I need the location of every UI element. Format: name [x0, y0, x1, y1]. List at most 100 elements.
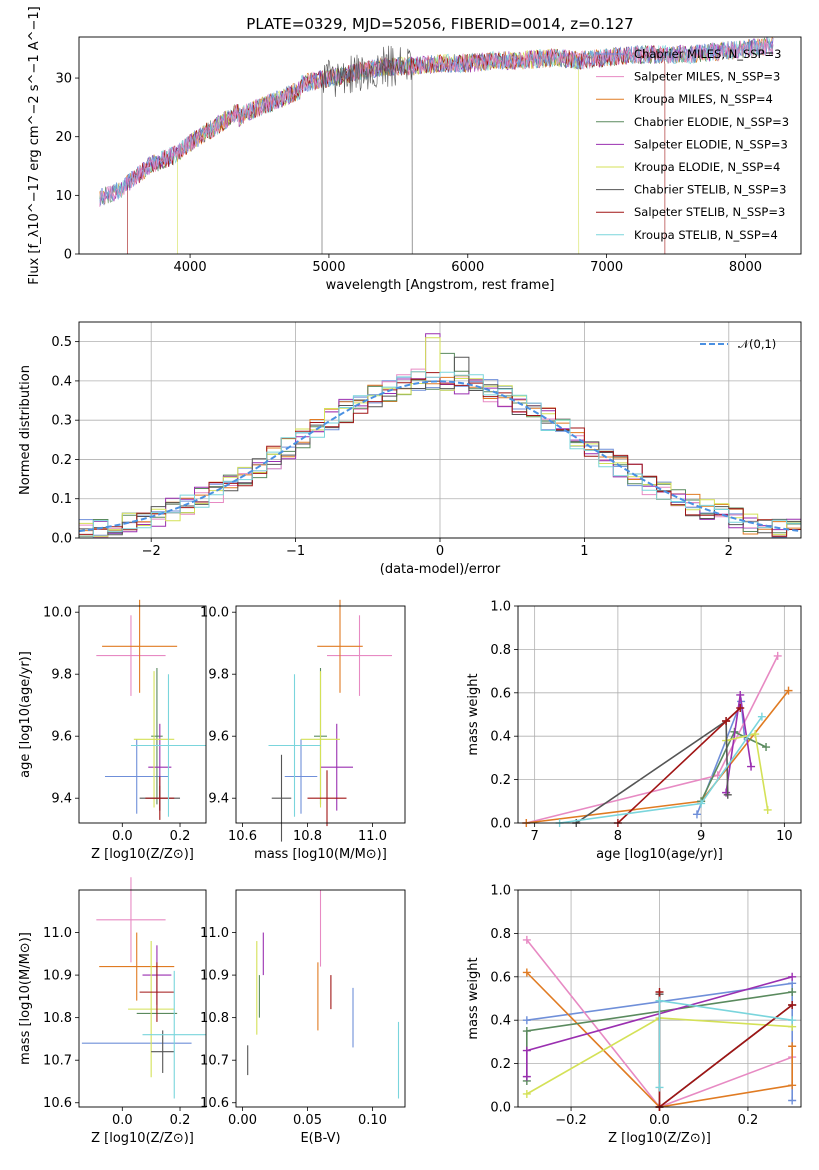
spectrum-axes: 4000 5000 6000 7000 8000 0 10 20 30 wavelength [A…	[27, 6, 762, 293]
weight-vs-Z-xlabel: Z [log10(Z/Z⊙)]	[608, 1131, 711, 1146]
mass-vs-Z-errbar-chabrier-stelib	[151, 1030, 175, 1073]
figure-title: PLATE=0329, MJD=52056, FIBERID=0014, z=0…	[246, 15, 633, 33]
age-vs-Z-xlabel: Z [log10(Z/Z⊙)]	[91, 847, 194, 862]
mass-vs-EBV-plot	[247, 890, 400, 1099]
mass-vs-Z-xtick-label: 0.0	[112, 1113, 133, 1128]
weight-vs-Z-line-salpeter-elodie-marker	[522, 1046, 531, 1055]
weight-vs-age-plot	[522, 651, 793, 827]
spectrum-ylabel: Flux [f_λ10^−17 erg cm^−2 s^−1 A^−1]	[27, 6, 42, 284]
spectrum-line-salpeter-miles	[99, 37, 774, 207]
spectrum-xtick-label: 8000	[729, 260, 762, 275]
weight-vs-Z-line-kroupa-elodie-marker	[522, 1089, 531, 1098]
residuals-xtick-label: −1	[286, 544, 305, 559]
weight-vs-Z-line-kroupa-miles-marker	[788, 1042, 797, 1051]
mass-vs-Z-ytick-label: 11.0	[43, 926, 72, 941]
weight-vs-Z-line-chabrier-miles-marker	[522, 1016, 531, 1025]
weight-vs-Z-line-kroupa-miles-marker	[788, 1081, 797, 1090]
age-vs-Z-errbar-chabrier-elodie	[151, 668, 163, 805]
weight-vs-age-xtick-label: 9	[697, 829, 705, 844]
age-vs-Z-ylabel: age [log10(age/yr)]	[18, 651, 33, 778]
residuals-ytick-label: 0.1	[51, 492, 72, 507]
residuals-plot	[79, 333, 801, 538]
mass-vs-EBV-ytick-label: 10.8	[200, 1011, 229, 1026]
weight-vs-age-ytick-label: 0.2	[490, 773, 511, 788]
weight-vs-Z-line-chabrier-elodie-marker	[522, 1027, 531, 1036]
mass-vs-EBV-xtick-label: 0.10	[358, 1113, 387, 1128]
residuals-xtick-label: 0	[436, 544, 444, 559]
weight-vs-Z-line-chabrier-miles-marker	[788, 1096, 797, 1105]
mass-vs-Z-frame	[78, 889, 207, 1108]
weight-vs-age-ylabel: mass weight	[466, 673, 481, 755]
spectrum-legend-entry: Salpeter ELODIE, N_SSP=3	[634, 137, 788, 151]
age-vs-mass-errbar-chabrier-miles	[284, 739, 318, 814]
weight-vs-Z-line-kroupa-stelib-marker	[788, 1016, 797, 1025]
weight-vs-age-line-salpeter-miles	[526, 655, 779, 824]
mass-vs-Z-ytick-label: 10.7	[43, 1054, 72, 1069]
age-vs-mass-xtick-label: 11.0	[358, 829, 387, 844]
weight-vs-Z-line-kroupa-stelib-marker	[655, 996, 664, 1005]
age-vs-mass-ytick-label: 10.0	[200, 606, 229, 621]
mass-vs-Z-xtick-label: 0.2	[170, 1113, 191, 1128]
weight-vs-Z-ytick-label: 1.0	[490, 884, 511, 899]
weight-vs-age-line-kroupa-miles-marker	[784, 686, 793, 695]
age-vs-Z-ytick-label: 9.6	[51, 730, 72, 745]
weight-vs-age-line-kroupa-stelib-marker	[757, 712, 766, 721]
spectrum-legend-entry: Kroupa MILES, N_SSP=4	[634, 92, 773, 106]
weight-vs-age-line-kroupa-elodie-marker	[763, 805, 772, 814]
age-vs-mass-errbar-kroupa-stelib	[268, 674, 321, 817]
age-vs-Z-plot	[96, 599, 206, 820]
weight-vs-Z-line-salpeter-stelib-marker	[788, 1001, 797, 1010]
weight-vs-Z-xtick-label: −0.2	[555, 1113, 587, 1128]
weight-vs-age-line-salpeter-elodie-marker	[736, 690, 745, 699]
weight-vs-Z-line-kroupa-stelib-marker	[655, 1083, 664, 1092]
age-vs-mass-errbar-salpeter-stelib	[307, 770, 347, 827]
age-vs-Z-frame	[78, 605, 207, 824]
weight-vs-age-xtick-label: 10	[776, 829, 793, 844]
age-vs-Z-axes: 0.0 0.2 9.4 9.6 9.8 10.0 Z [log10(Z/Z⊙)] age [l…	[18, 606, 194, 862]
residuals-ytick-label: 0.0	[51, 532, 72, 547]
age-vs-Z-ytick-label: 9.8	[51, 668, 72, 683]
spectrum-legend-entry: Kroupa ELODIE, N_SSP=4	[634, 160, 780, 174]
weight-vs-Z-line-salpeter-stelib-marker	[655, 987, 664, 996]
weight-vs-age-line-salpeter-stelib-marker	[736, 703, 745, 712]
weight-vs-age-line-chabrier-miles-marker	[692, 810, 701, 819]
weight-vs-Z-line-kroupa-miles-marker	[522, 968, 531, 977]
mass-vs-Z-ytick-label: 10.8	[43, 1011, 72, 1026]
residuals-normal-curve	[79, 380, 801, 533]
mass-vs-Z-errbar-kroupa-miles	[99, 932, 175, 1001]
residuals-axes: −2 −1 0 1 2 0.0 0.1 0.2 0.3 0.4 0.5 (data-model)/er…	[18, 322, 801, 577]
weight-vs-Z-ytick-label: 0.2	[490, 1057, 511, 1072]
age-vs-mass-frame	[235, 605, 406, 824]
age-vs-mass-errbar-kroupa-miles	[317, 599, 363, 693]
spectrum-line-kroupa-elodie	[177, 48, 580, 254]
mass-vs-Z-ytick-label: 10.9	[43, 969, 72, 984]
spectrum-xtick-label: 5000	[312, 260, 345, 275]
spectrum-xlabel: wavelength [Angstrom, rest frame]	[326, 278, 555, 293]
residuals-hist-kroupa-stelib	[79, 371, 801, 538]
weight-vs-age-ytick-label: 0.6	[490, 686, 511, 701]
age-vs-Z-errbar-kroupa-stelib	[130, 674, 206, 817]
spectrum-ytick-label: 0	[64, 248, 72, 263]
age-vs-Z-ytick-label: 9.4	[51, 792, 72, 807]
spectrum-xtick-label: 4000	[174, 260, 207, 275]
weight-vs-Z-ytick-label: 0.0	[490, 1101, 511, 1116]
weight-vs-age-ytick-label: 0.0	[490, 817, 511, 832]
weight-vs-age-line-salpeter-miles-marker	[773, 651, 782, 660]
weight-vs-Z-line-salpeter-elodie-marker	[788, 972, 797, 981]
mass-vs-Z-axes: 0.0 0.2 10.6 10.7 10.8 10.9 11.0 Z [log10(Z/Z⊙)…	[18, 926, 194, 1146]
weight-vs-age-line-kroupa-elodie-marker	[751, 730, 760, 739]
residuals-ytick-label: 0.3	[51, 414, 72, 429]
weight-vs-Z-frame	[517, 889, 802, 1108]
spectrum-legend-entry: Salpeter MILES, N_SSP=3	[634, 70, 780, 84]
weight-vs-Z-line-kroupa-stelib	[658, 999, 793, 1088]
mass-vs-EBV-ytick-label: 10.7	[200, 1054, 229, 1069]
residuals-ytick-label: 0.5	[51, 335, 72, 350]
mass-vs-Z-ylabel: mass [log10(M/M⊙)]	[18, 932, 33, 1065]
age-vs-Z-errbar-salpeter-miles	[96, 615, 166, 696]
weight-vs-Z-ytick-label: 0.6	[490, 970, 511, 985]
age-vs-mass-errbar-salpeter-elodie	[320, 723, 353, 811]
spectrum-legend-entry: Chabrier MILES, N_SSP=3	[634, 47, 781, 61]
weight-vs-Z-line-salpeter-miles-marker	[522, 935, 531, 944]
